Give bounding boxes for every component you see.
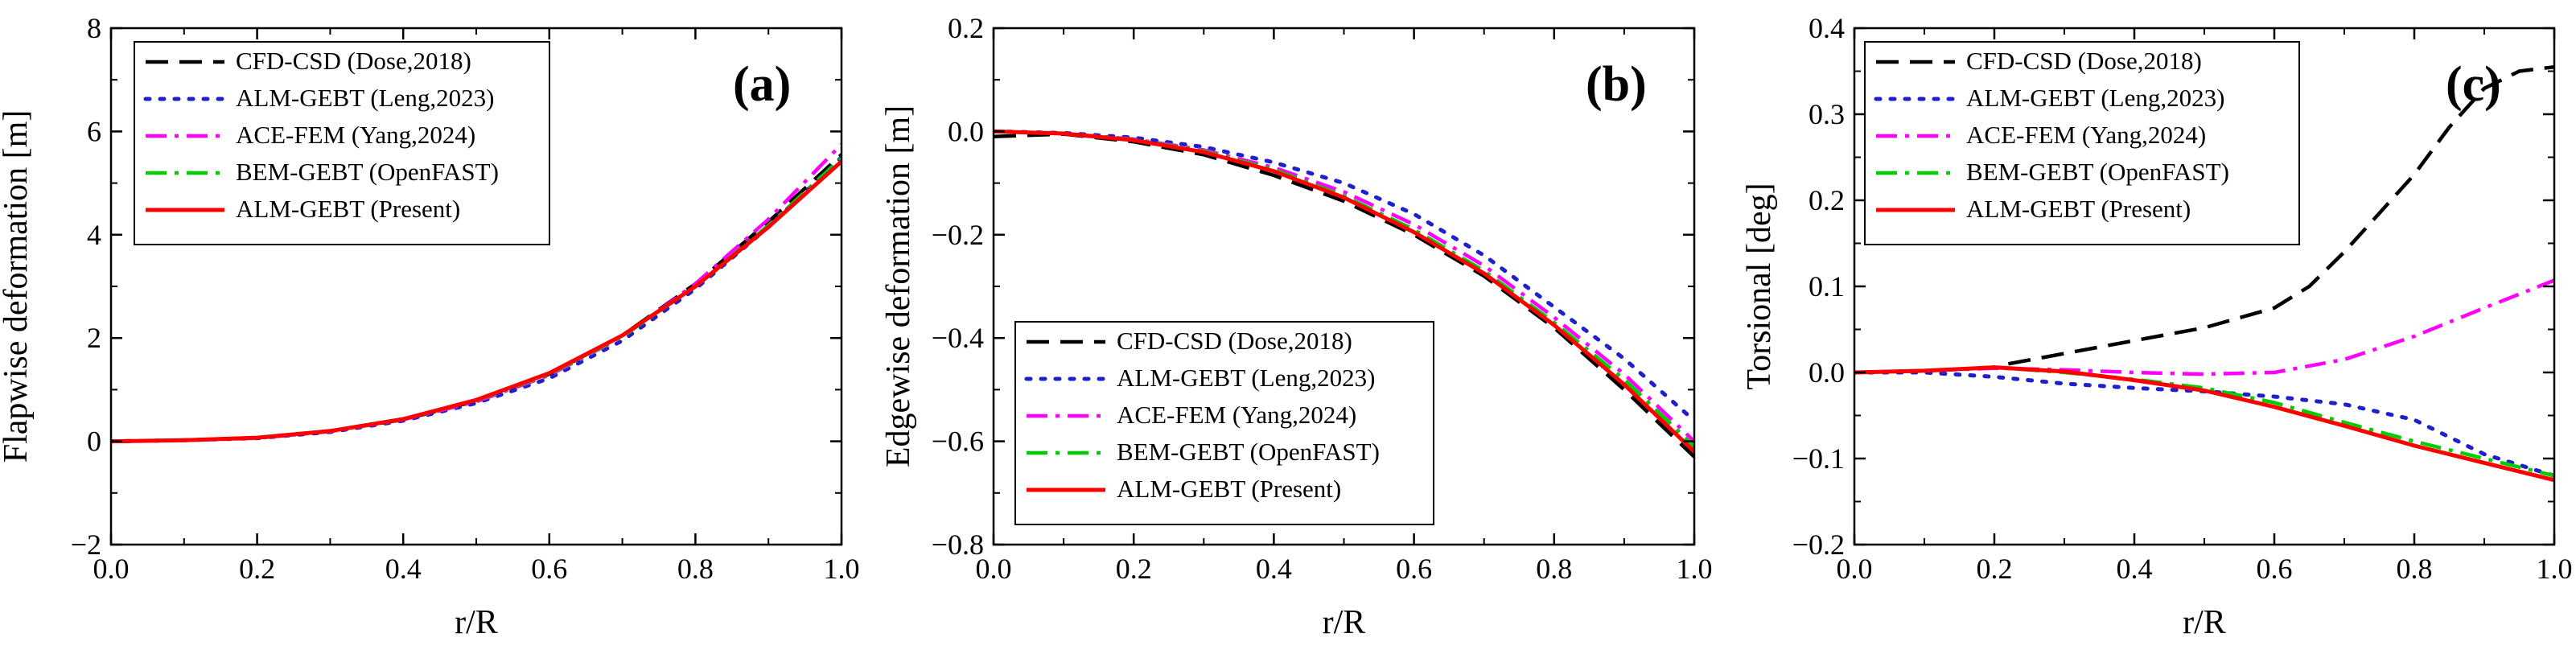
chart-panel-c: 0.0 0.2 0.4 0.6 0.8 1.0 −0.2 −0.1 0.0 0.1 0.2 0.3 0.… <box>1741 12 2573 641</box>
chart-panel-b: 0.0 0.2 0.4 0.6 0.8 1.0 −0.8 −0.6 −0.4 −0.2 0.0 0.2… <box>880 12 1713 641</box>
x-tick-label: 0.0 <box>1837 553 1873 585</box>
y-tick-label: −0.6 <box>932 426 984 458</box>
legend-entry-label: ACE-FEM (Yang,2024) <box>1966 121 2206 149</box>
legend-entry-label: ALM-GEBT (Leng,2023) <box>236 84 494 112</box>
y-tick-label: 0.2 <box>1809 184 1845 216</box>
x-tick-label: 0.6 <box>2257 553 2293 585</box>
y-tick-label: −0.2 <box>932 219 984 251</box>
x-tick-label: 0.0 <box>93 553 130 585</box>
y-tick-label: 4 <box>87 219 101 251</box>
series-group <box>111 142 842 444</box>
x-tick-label: 1.0 <box>824 553 860 585</box>
panel-label: (b) <box>1586 57 1647 112</box>
y-tick-label: −0.2 <box>1792 529 1845 561</box>
y-tick-label: 0.2 <box>948 12 984 44</box>
x-tick-label: 0.8 <box>1536 553 1572 585</box>
panel-label: (c) <box>2446 57 2501 112</box>
x-axis-label: r/R <box>1323 604 1366 641</box>
legend: CFD-CSD (Dose,2018) ALM-GEBT (Leng,2023) A… <box>1864 41 2300 245</box>
y-tick-label: −0.8 <box>932 529 984 561</box>
series-line-5 <box>111 159 842 444</box>
y-tick-label: −0.1 <box>1792 442 1845 475</box>
x-tick-label: 0.4 <box>385 553 422 585</box>
panel-label: (a) <box>733 57 791 112</box>
legend: CFD-CSD (Dose,2018) ALM-GEBT (Leng,2023) A… <box>1014 321 1434 525</box>
y-tick-label: 8 <box>87 12 101 44</box>
x-tick-label: 0.4 <box>1256 553 1292 585</box>
y-tick-label: −0.4 <box>932 322 984 354</box>
legend-entry-label: ACE-FEM (Yang,2024) <box>236 121 475 149</box>
y-tick-label: 0.0 <box>1809 356 1845 389</box>
x-tick-label: 0.2 <box>1977 553 2013 585</box>
series-line-4 <box>1854 365 2554 478</box>
x-tick-label: 0.0 <box>976 553 1012 585</box>
y-axis-label: Torsional [deg] <box>1741 183 1778 389</box>
x-tick-label: 0.8 <box>677 553 714 585</box>
x-tick-label: 0.8 <box>2397 553 2433 585</box>
y-tick-label: 6 <box>87 115 101 147</box>
y-tick-label: 0 <box>87 426 101 458</box>
legend-entry-label: ALM-GEBT (Present) <box>1966 195 2191 223</box>
x-tick-label: 0.6 <box>1396 553 1432 585</box>
x-axis-label: r/R <box>455 604 498 641</box>
legend-entry-label: ALM-GEBT (Present) <box>1117 475 1341 503</box>
legend-entry-label: CFD-CSD (Dose,2018) <box>1966 47 2202 75</box>
legend-entry-label: ALM-GEBT (Present) <box>236 195 460 223</box>
legend-entry-label: ALM-GEBT (Leng,2023) <box>1117 364 1375 392</box>
legend-entry-label: CFD-CSD (Dose,2018) <box>236 47 471 75</box>
y-tick-label: 0.0 <box>948 115 984 147</box>
legend: CFD-CSD (Dose,2018) ALM-GEBT (Leng,2023) A… <box>134 41 550 245</box>
legend-entry-label: BEM-GEBT (OpenFAST) <box>1966 158 2229 186</box>
legend-entry-label: CFD-CSD (Dose,2018) <box>1117 327 1352 355</box>
legend-entry-label: BEM-GEBT (OpenFAST) <box>1117 438 1380 466</box>
legend-entry-label: ALM-GEBT (Leng,2023) <box>1966 84 2224 112</box>
series-group <box>994 129 1694 459</box>
y-axis-label: Flapwise deformation [m] <box>0 110 35 463</box>
series-line-3 <box>994 130 1694 443</box>
legend-entry-label: ACE-FEM (Yang,2024) <box>1117 401 1356 429</box>
y-tick-label: 0.1 <box>1809 270 1845 302</box>
y-tick-label: 0.3 <box>1809 98 1845 130</box>
y-tick-label: 2 <box>87 322 101 354</box>
chart-panel-a: 0.0 0.2 0.4 0.6 0.8 1.0 −2 0 2 4 6 8 r/R Flapwise def… <box>0 12 860 641</box>
x-tick-label: 0.2 <box>239 553 275 585</box>
legend-entry-label: BEM-GEBT (OpenFAST) <box>236 158 499 186</box>
x-tick-label: 0.4 <box>2117 553 2153 585</box>
x-tick-label: 0.6 <box>531 553 567 585</box>
series-group <box>1854 64 2554 483</box>
series-line-5 <box>994 129 1694 454</box>
x-tick-label: 1.0 <box>2537 553 2573 585</box>
series-line-1 <box>2007 64 2554 366</box>
series-line-2 <box>1854 370 2554 478</box>
x-tick-label: 0.2 <box>1116 553 1152 585</box>
series-line-3 <box>1854 278 2554 376</box>
y-axis-label: Edgewise deformation [m] <box>880 105 917 467</box>
x-axis-label: r/R <box>2183 604 2226 641</box>
series-line-5 <box>1854 365 2554 483</box>
y-tick-label: −2 <box>71 529 101 561</box>
y-tick-label: 0.4 <box>1809 12 1845 44</box>
x-tick-label: 1.0 <box>1677 553 1713 585</box>
